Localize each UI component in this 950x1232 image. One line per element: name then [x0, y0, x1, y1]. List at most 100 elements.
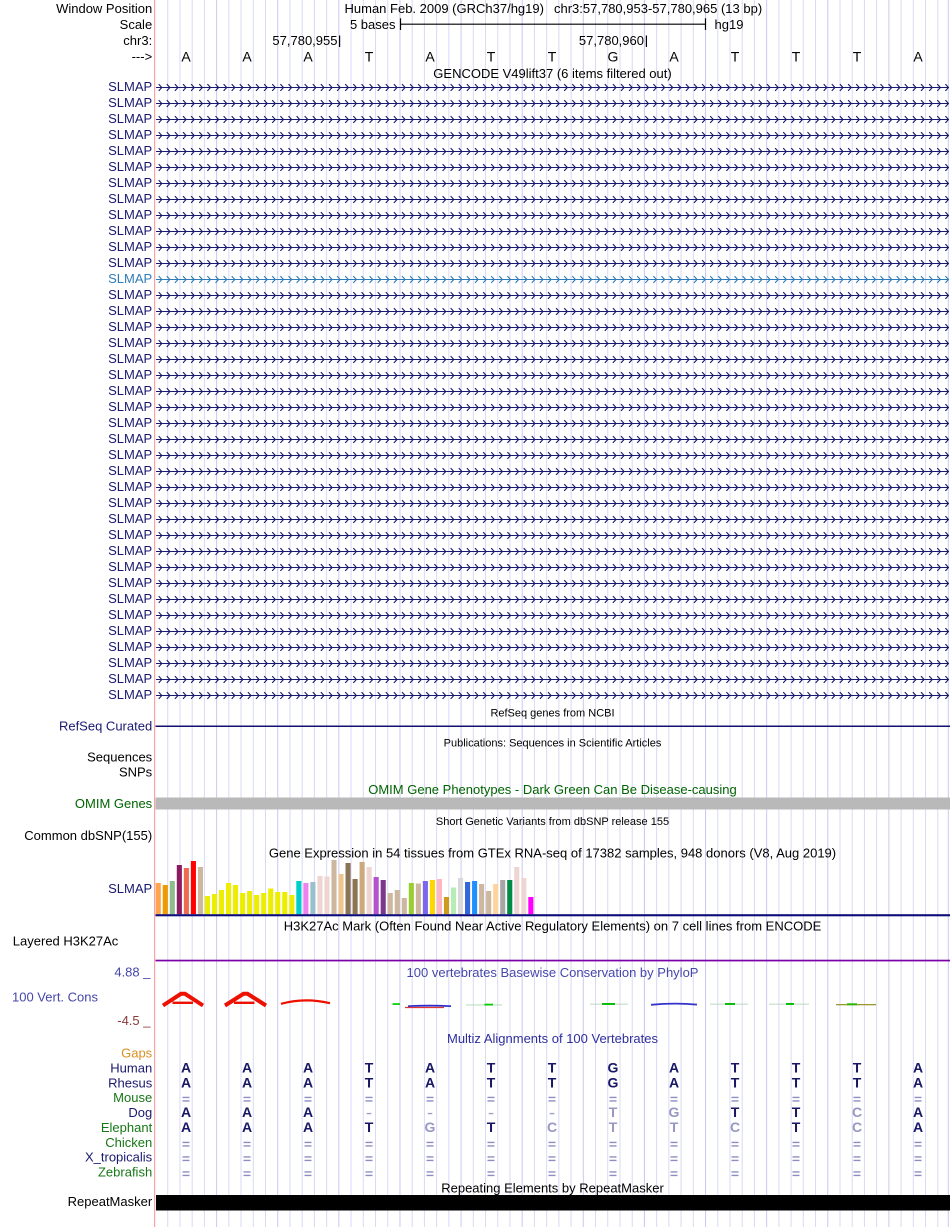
svg-text:SLMAP: SLMAP: [108, 399, 152, 414]
svg-text:T: T: [548, 1059, 557, 1075]
svg-text:A: A: [425, 1074, 435, 1090]
svg-text:OMIM Gene Phenotypes - Dark Gr: OMIM Gene Phenotypes - Dark Green Can Be…: [368, 782, 737, 797]
svg-text:A: A: [303, 48, 313, 64]
svg-text:RefSeq genes from NCBI: RefSeq genes from NCBI: [490, 707, 614, 719]
svg-text:A: A: [242, 1104, 252, 1120]
svg-text:T: T: [792, 1074, 801, 1090]
svg-text:A: A: [303, 1059, 313, 1075]
svg-text:C: C: [852, 1104, 862, 1120]
svg-text:A: A: [913, 1104, 923, 1120]
svg-text:Rhesus: Rhesus: [108, 1075, 153, 1090]
svg-text:T: T: [365, 1059, 374, 1075]
svg-text:Mouse: Mouse: [113, 1090, 152, 1105]
svg-text:Dog: Dog: [128, 1105, 152, 1120]
svg-text:SLMAP: SLMAP: [108, 431, 152, 446]
svg-text:A: A: [913, 1059, 923, 1075]
svg-text:SLMAP: SLMAP: [108, 127, 152, 142]
svg-text:T: T: [487, 1119, 496, 1135]
svg-text:T: T: [792, 1104, 801, 1120]
svg-text:SLMAP: SLMAP: [108, 367, 152, 382]
svg-text:A: A: [181, 48, 191, 64]
svg-text:A: A: [303, 1104, 313, 1120]
svg-text:--->: --->: [132, 49, 153, 64]
svg-text:A: A: [181, 1119, 191, 1135]
svg-text:Sequences: Sequences: [87, 749, 153, 764]
svg-text:A: A: [242, 1059, 252, 1075]
svg-text:Publications: Sequences in Sci: Publications: Sequences in Scientific Ar…: [444, 737, 662, 749]
svg-text:G: G: [425, 1119, 436, 1135]
svg-text:Repeating Elements by RepeatMa: Repeating Elements by RepeatMasker: [441, 1180, 664, 1195]
svg-text:chr3:: chr3:: [123, 33, 152, 48]
svg-text:SLMAP: SLMAP: [108, 607, 152, 622]
svg-text:SLMAP: SLMAP: [108, 479, 152, 494]
svg-text:SLMAP: SLMAP: [108, 511, 152, 526]
svg-text:T: T: [731, 48, 740, 64]
svg-text:-4.5 _: -4.5 _: [117, 1013, 151, 1028]
svg-text:hg19: hg19: [715, 17, 744, 32]
svg-text:A: A: [242, 1074, 252, 1090]
svg-text:SLMAP: SLMAP: [108, 575, 152, 590]
svg-text:chr3:57,780,953-57,780,965 (13: chr3:57,780,953-57,780,965 (13 bp): [554, 1, 762, 16]
svg-text:G: G: [669, 1104, 680, 1120]
svg-text:T: T: [792, 1059, 801, 1075]
svg-text:SLMAP: SLMAP: [108, 591, 152, 606]
svg-text:G: G: [608, 1059, 619, 1075]
svg-text:Elephant: Elephant: [101, 1120, 153, 1135]
svg-text:SNPs: SNPs: [119, 764, 153, 779]
svg-text:SLMAP: SLMAP: [108, 175, 152, 190]
svg-text:Human: Human: [110, 1060, 152, 1075]
svg-text:T: T: [853, 1074, 862, 1090]
svg-text:T: T: [548, 48, 557, 64]
svg-text:T: T: [609, 1104, 618, 1120]
svg-text:A: A: [913, 48, 923, 64]
svg-text:SLMAP: SLMAP: [108, 495, 152, 510]
svg-text:100 vertebrates Basewise Conse: 100 vertebrates Basewise Conservation by…: [407, 965, 699, 980]
svg-text:G: G: [608, 1074, 619, 1090]
svg-text:A: A: [303, 1074, 313, 1090]
svg-text:SLMAP: SLMAP: [108, 271, 152, 286]
svg-text:T: T: [365, 48, 374, 64]
svg-text:SLMAP: SLMAP: [108, 447, 152, 462]
svg-text:T: T: [792, 1119, 801, 1135]
svg-text:A: A: [913, 1074, 923, 1090]
svg-text:A: A: [913, 1119, 923, 1135]
svg-text:A: A: [303, 1119, 313, 1135]
svg-text:A: A: [181, 1059, 191, 1075]
svg-text:Layered H3K27Ac: Layered H3K27Ac: [13, 933, 119, 948]
svg-text:GENCODE V49lift37 (6 items fil: GENCODE V49lift37 (6 items filtered out): [433, 66, 671, 81]
svg-text:SLMAP: SLMAP: [108, 95, 152, 110]
svg-text:C: C: [730, 1119, 740, 1135]
svg-text:SLMAP: SLMAP: [108, 543, 152, 558]
svg-text:SLMAP: SLMAP: [108, 319, 152, 334]
svg-text:A: A: [669, 1059, 679, 1075]
svg-text:A: A: [181, 1074, 191, 1090]
svg-text:Scale: Scale: [120, 17, 153, 32]
svg-text:SLMAP: SLMAP: [108, 687, 152, 702]
svg-text:SLMAP: SLMAP: [108, 159, 152, 174]
svg-text:SLMAP: SLMAP: [108, 383, 152, 398]
svg-text:SLMAP: SLMAP: [108, 463, 152, 478]
svg-text:T: T: [670, 1119, 679, 1135]
svg-text:SLMAP: SLMAP: [108, 527, 152, 542]
svg-text:SLMAP: SLMAP: [108, 623, 152, 638]
svg-text:SLMAP: SLMAP: [108, 223, 152, 238]
svg-text:RefSeq Curated: RefSeq Curated: [59, 718, 152, 733]
svg-text:T: T: [731, 1104, 740, 1120]
svg-text:T: T: [365, 1119, 374, 1135]
svg-text:SLMAP: SLMAP: [108, 881, 152, 896]
svg-text:A: A: [242, 1119, 252, 1135]
svg-text:57,780,960: 57,780,960: [579, 33, 644, 48]
svg-text:T: T: [487, 1059, 496, 1075]
svg-text:T: T: [731, 1059, 740, 1075]
svg-text:A: A: [669, 1074, 679, 1090]
svg-text:Common dbSNP(155): Common dbSNP(155): [24, 828, 152, 843]
svg-text:100 Vert. Cons: 100 Vert. Cons: [12, 989, 98, 1004]
svg-text:A: A: [242, 48, 252, 64]
svg-text:A: A: [425, 48, 435, 64]
svg-text:T: T: [731, 1074, 740, 1090]
svg-text:T: T: [487, 48, 496, 64]
svg-text:SLMAP: SLMAP: [108, 671, 152, 686]
svg-text:Chicken: Chicken: [105, 1135, 152, 1150]
svg-text:T: T: [853, 48, 862, 64]
svg-text:SLMAP: SLMAP: [108, 639, 152, 654]
